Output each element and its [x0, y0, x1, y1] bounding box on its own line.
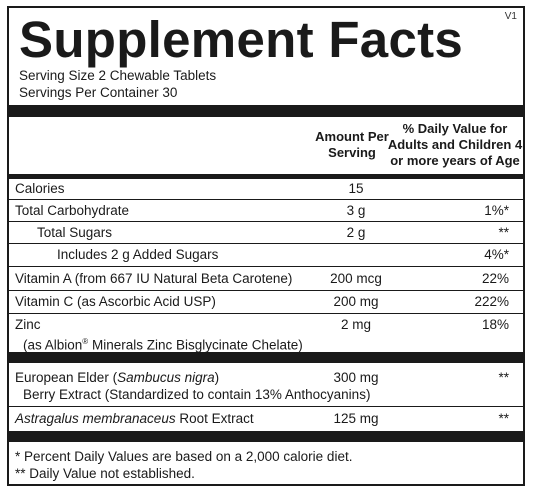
divider [9, 199, 523, 200]
nutrient-name: Total Sugars [37, 225, 113, 240]
divider-header [9, 174, 523, 179]
botanical-name: Astragalus membranaceus Root Extract [15, 410, 254, 427]
version-label: V1 [504, 11, 517, 22]
name-text: European Elder ( [15, 370, 118, 385]
source-text: Minerals Zinc Bisglycinate Chelate) [88, 337, 303, 353]
divider-thick-top [9, 105, 523, 117]
nutrient-name: Vitamin A (from 667 IU Natural Beta Caro… [15, 271, 293, 286]
serving-size: Serving Size 2 Chewable Tablets [19, 68, 217, 83]
amount-per-serving-header: Amount Per Serving [297, 129, 407, 161]
amount-header-line1: Amount Per [315, 129, 389, 144]
name-text: ) [214, 370, 220, 385]
nutrient-name: Zinc [15, 317, 41, 332]
panel-title: Supplement Facts [19, 11, 464, 68]
dv-header-line2: Adults and Children 4 [387, 137, 523, 152]
nutrient-name: Total Carbohydrate [15, 203, 130, 218]
divider [9, 290, 523, 291]
nutrient-dv: 1%* [484, 203, 509, 218]
botanical-name: European Elder (Sambucus nigra) [15, 369, 219, 386]
nutrient-dv: 18% [481, 317, 509, 332]
nutrient-dv: 22% [481, 271, 509, 286]
nutrient-amount: 200 mg [333, 294, 379, 309]
footnote-not-established: ** Daily Value not established. [15, 466, 195, 481]
nutrient-name: Calories [15, 181, 65, 196]
botanical-amount: 125 mg [333, 411, 379, 426]
nutrient-dv: 222% [474, 294, 509, 309]
botanical-dv: ** [498, 411, 509, 426]
botanical-amount: 300 mg [333, 370, 379, 385]
nutrient-amount: 2 g [346, 225, 366, 240]
divider [9, 266, 523, 267]
nutrient-amount: 15 [348, 181, 364, 196]
divider [9, 243, 523, 244]
nutrient-name: Vitamin C (as Ascorbic Acid USP) [15, 294, 216, 309]
nutrient-dv: 4%* [484, 247, 509, 262]
divider-thick-mid [9, 352, 523, 363]
nutrient-name: Includes 2 g Added Sugars [57, 247, 219, 262]
nutrient-source: (as Albion® Minerals Zinc Bisglycinate C… [23, 333, 303, 354]
latin-name: Astragalus membranaceus [15, 411, 176, 426]
nutrient-amount: 2 mg [340, 317, 371, 332]
daily-value-header: % Daily Value for Adults and Children 4 … [383, 121, 527, 169]
nutrient-dv: ** [498, 225, 509, 240]
divider [9, 406, 523, 407]
latin-name: Sambucus nigra [117, 370, 215, 385]
nutrient-amount: 3 g [346, 203, 366, 218]
nutrient-amount: 200 mcg [330, 271, 382, 286]
footnote-daily-value: * Percent Daily Values are based on a 2,… [15, 449, 353, 464]
divider [9, 221, 523, 222]
supplement-facts-panel: V1 Supplement Facts Serving Size 2 Chewa… [7, 6, 525, 486]
servings-per-container: Servings Per Container 30 [19, 85, 178, 100]
dv-header-line1: % Daily Value for [402, 121, 508, 136]
divider-thick-bottom [9, 431, 523, 442]
registered-mark: ® [82, 337, 89, 346]
amount-header-line2: Serving [328, 145, 376, 160]
botanical-dv: ** [498, 370, 509, 385]
divider [9, 313, 523, 314]
name-text: Root Extract [175, 411, 254, 426]
dv-header-line3: or more years of Age [390, 153, 520, 168]
botanical-detail: Berry Extract (Standardized to contain 1… [23, 387, 371, 402]
source-text: (as Albion [23, 337, 83, 353]
